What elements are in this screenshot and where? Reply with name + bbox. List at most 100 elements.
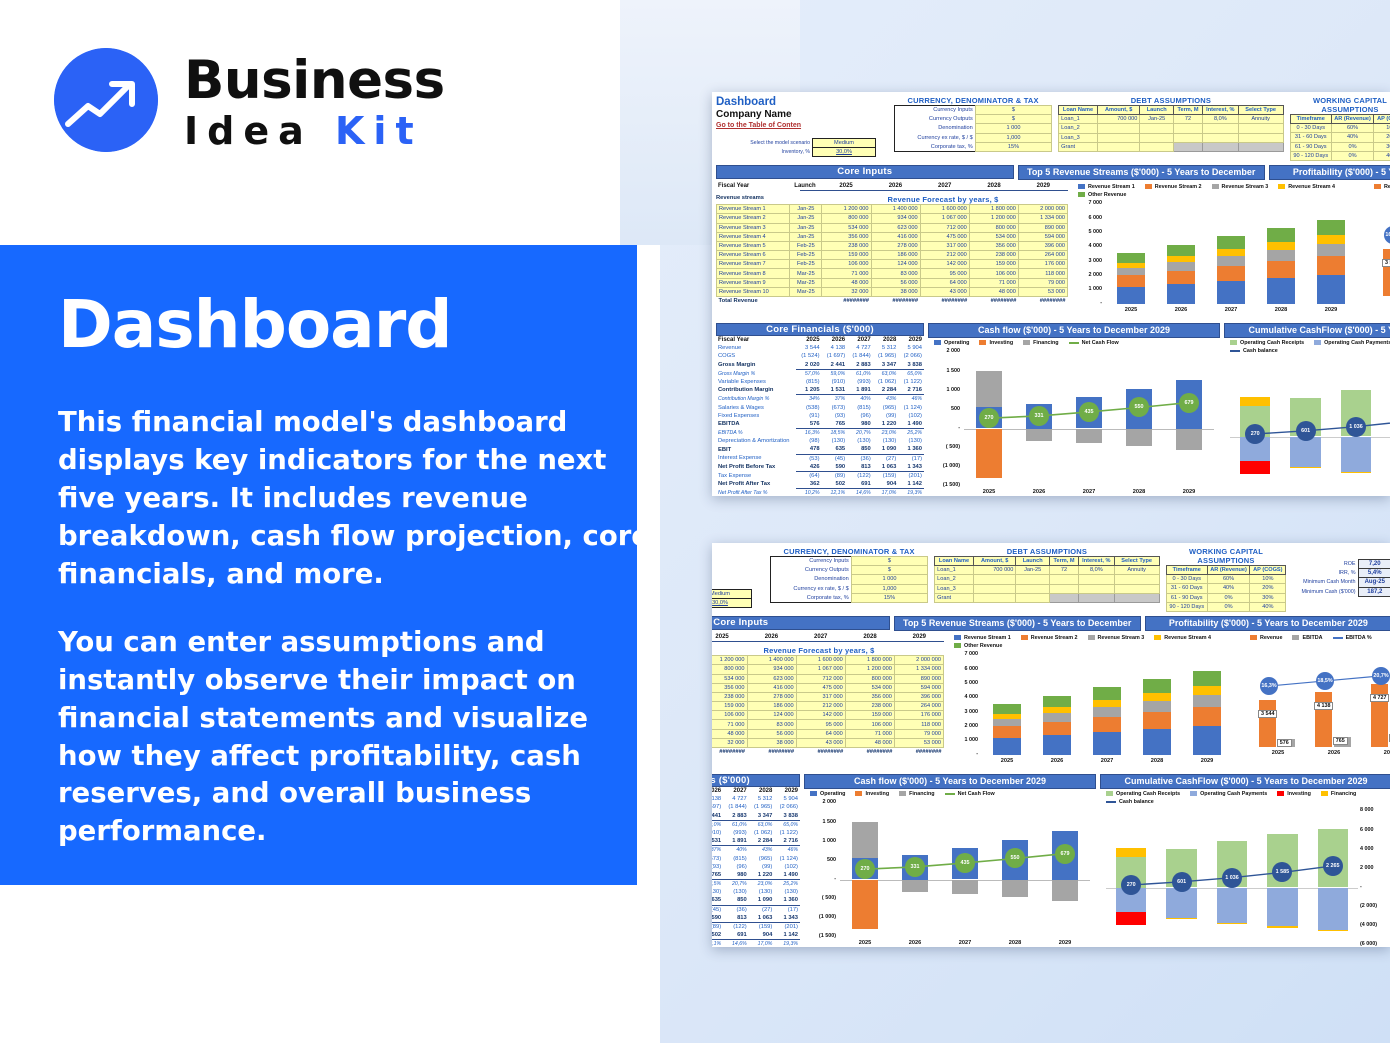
debt-loan-name[interactable]: Loan_3 [934,583,974,594]
debt-amount[interactable] [972,583,1017,594]
debt-row[interactable]: Loan_3 [1058,132,1284,143]
revenue-value[interactable]: 238 000 [821,240,872,252]
revenue-value[interactable]: 186 000 [746,701,797,712]
debt-launch[interactable] [1015,583,1050,594]
revenue-value[interactable]: 356 000 [844,691,895,703]
revenue-stream-name[interactable]: Revenue Stream 5 [715,240,791,252]
revenue-value[interactable]: 106 000 [712,710,748,721]
debt-interest[interactable] [1202,123,1239,134]
revenue-value[interactable]: 1 334 000 [893,664,945,675]
revenue-value[interactable]: 118 000 [1017,268,1069,279]
debt-term[interactable] [1172,132,1204,143]
revenue-value[interactable]: 1 067 000 [795,664,846,675]
revenue-value[interactable]: 53 000 [893,737,945,749]
revenue-value[interactable]: 1 334 000 [1017,213,1069,224]
debt-type[interactable] [1113,583,1160,594]
revenue-value[interactable]: 106 000 [968,268,1019,279]
debt-type[interactable] [1237,123,1284,134]
debt-loan-name[interactable]: Loan_1 [934,565,974,576]
revenue-value[interactable]: 64 000 [919,277,970,288]
wc-row[interactable]: 61 - 90 Days 0% 30% [1289,141,1390,152]
debt-amount[interactable] [1096,141,1141,152]
debt-row[interactable]: Loan_2 [1058,123,1284,134]
wc-ar[interactable]: 60% [1206,574,1251,585]
revenue-value[interactable]: 416 000 [870,231,921,242]
revenue-value[interactable]: 934 000 [746,664,797,675]
revenue-stream-launch[interactable]: Jan-25 [789,222,823,233]
currency-row-value[interactable]: 1,000 [850,583,929,594]
debt-amount[interactable] [1096,123,1141,134]
wc-ar[interactable]: 0% [1330,150,1375,161]
revenue-value[interactable]: 48 000 [821,277,872,288]
revenue-value[interactable]: 95 000 [919,268,970,279]
wc-ap[interactable]: 40% [1373,150,1390,161]
revenue-value[interactable]: 356 000 [712,682,748,693]
revenue-value[interactable]: 712 000 [795,673,846,684]
wc-ar[interactable]: 0% [1330,141,1375,152]
revenue-value[interactable]: 159 000 [968,259,1019,270]
wc-ap[interactable]: 10% [1373,123,1390,134]
wc-row[interactable]: 90 - 120 Days 0% 40% [1165,601,1287,612]
revenue-value[interactable]: 475 000 [919,231,970,242]
debt-amount[interactable]: 700 000 [1096,114,1141,125]
debt-type[interactable] [1113,574,1160,585]
debt-loan-name[interactable]: Loan_1 [1058,114,1098,125]
wc-ap[interactable]: 10% [1249,574,1287,585]
revenue-value[interactable]: 278 000 [746,691,797,703]
revenue-value[interactable]: 317 000 [795,691,846,703]
revenue-value[interactable]: 2 000 000 [1017,204,1069,215]
wc-ar[interactable]: 0% [1206,592,1251,603]
debt-term[interactable] [1048,574,1080,585]
revenue-value[interactable]: 48 000 [968,286,1019,298]
scenario-select[interactable]: Medium [712,588,752,599]
debt-type[interactable]: Annuity [1237,114,1284,125]
revenue-value[interactable]: 534 000 [821,222,872,233]
wc-ap[interactable]: 30% [1249,592,1287,603]
currency-row-value[interactable]: 1,000 [974,132,1053,143]
revenue-value[interactable]: 475 000 [795,682,846,693]
revenue-value[interactable]: 212 000 [919,250,970,261]
revenue-value[interactable]: 48 000 [844,737,895,749]
revenue-value[interactable]: 238 000 [712,691,748,703]
revenue-value[interactable]: 176 000 [893,710,945,721]
debt-type[interactable]: Annuity [1113,565,1160,576]
revenue-stream-name[interactable]: Revenue Stream 7 [715,259,791,270]
debt-launch[interactable] [1139,132,1174,143]
revenue-value[interactable]: 396 000 [893,691,945,703]
revenue-value[interactable]: 79 000 [1017,277,1069,288]
debt-launch[interactable] [1139,141,1174,152]
revenue-value[interactable]: 43 000 [919,286,970,298]
currency-row-value[interactable]: $ [974,114,1053,125]
debt-launch[interactable] [1015,592,1050,603]
revenue-value[interactable]: 1 600 000 [795,655,846,666]
debt-loan-name[interactable]: Loan_2 [934,574,974,585]
revenue-value[interactable]: 48 000 [712,728,748,739]
revenue-value[interactable]: 1 600 000 [919,204,970,215]
revenue-value[interactable]: 317 000 [919,240,970,252]
revenue-stream-name[interactable]: Revenue Stream 3 [715,222,791,233]
revenue-value[interactable]: 1 800 000 [968,204,1019,215]
wc-ar[interactable]: 40% [1206,583,1251,594]
debt-interest[interactable] [1078,583,1115,594]
wc-ap[interactable]: 20% [1373,132,1390,143]
revenue-value[interactable]: 238 000 [968,250,1019,261]
revenue-value[interactable]: 264 000 [893,701,945,712]
revenue-value[interactable]: 594 000 [1017,231,1069,242]
revenue-stream-launch[interactable]: Jan-25 [789,213,823,224]
revenue-value[interactable]: 186 000 [870,250,921,261]
debt-launch[interactable] [1015,574,1050,585]
revenue-value[interactable]: 800 000 [821,213,872,224]
wc-ap[interactable]: 30% [1373,141,1390,152]
debt-launch[interactable] [1139,123,1174,134]
revenue-value[interactable]: 800 000 [712,664,748,675]
revenue-value[interactable]: 712 000 [919,222,970,233]
debt-row[interactable]: Loan_2 [934,574,1160,585]
debt-loan-name[interactable]: Grant [1058,141,1098,152]
wc-ar[interactable]: 60% [1330,123,1375,134]
